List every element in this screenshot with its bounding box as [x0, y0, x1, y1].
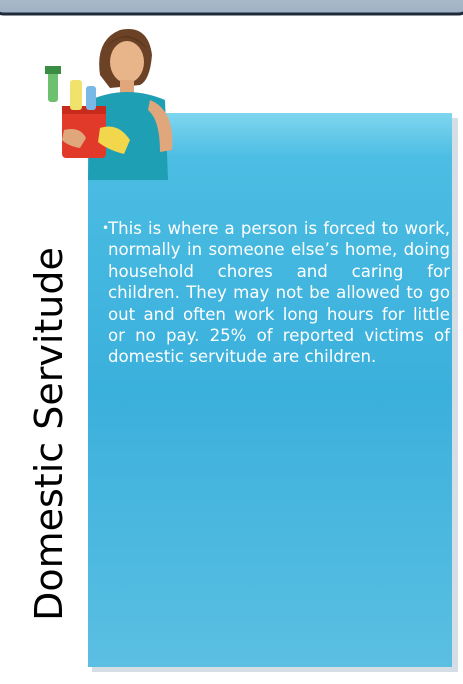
blue-panel	[88, 113, 452, 667]
body-text: This is where a person is forced to work…	[108, 218, 450, 368]
top-box	[0, 0, 463, 14]
body-list: This is where a person is forced to work…	[104, 218, 450, 368]
page: {"title": "Domestic Servitude", "body": …	[0, 0, 463, 684]
woman-illustration	[45, 29, 172, 180]
title: Domestic Servitude	[27, 247, 71, 621]
